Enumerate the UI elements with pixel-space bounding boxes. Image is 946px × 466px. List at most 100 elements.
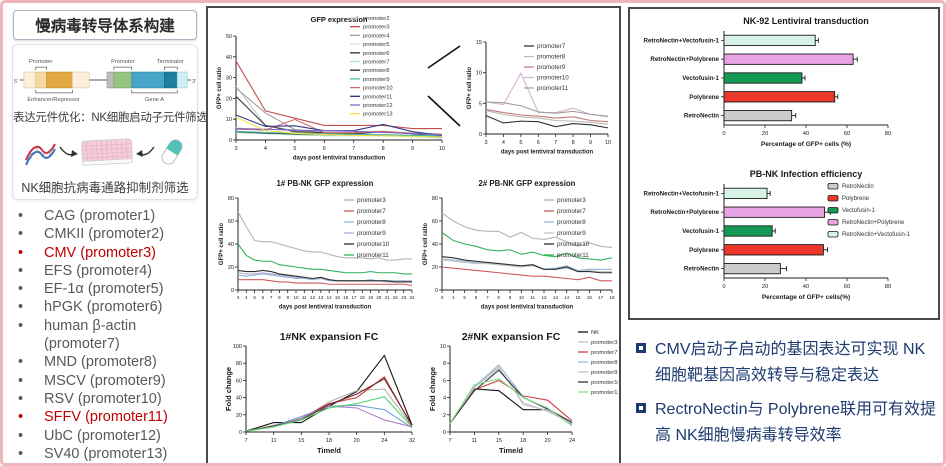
svg-text:20: 20 xyxy=(762,284,768,290)
svg-text:10: 10 xyxy=(605,140,611,146)
svg-text:80: 80 xyxy=(228,196,234,202)
promoter-list-item: • EF-1α (promoter5) xyxy=(18,281,164,298)
svg-text:RetroNectin+Vectofusin-1: RetroNectin+Vectofusin-1 xyxy=(644,190,720,197)
svg-text:80: 80 xyxy=(885,131,891,137)
conclusion-text: CMV启动子启动的基因表达可实现 NK细胞靶基因高效转导与稳定表达 xyxy=(655,341,926,384)
svg-text:24: 24 xyxy=(381,438,387,444)
curved-arrow-icon xyxy=(136,146,155,157)
svg-text:promoter8: promoter8 xyxy=(363,68,389,74)
svg-text:20: 20 xyxy=(236,413,242,419)
svg-text:promoter7: promoter7 xyxy=(591,350,617,356)
svg-text:2#NK expansion FC: 2#NK expansion FC xyxy=(462,331,561,343)
pbnk2-gfp-chart: 2# PB-NK GFP expression 0 20 40 60 80 3 4 5 6 7 8 9 1… xyxy=(423,179,615,311)
promoter-list-item: • UbC (promoter12) xyxy=(18,427,161,444)
promoter-list-item: • hPGK (promoter6) xyxy=(18,299,163,316)
svg-text:18: 18 xyxy=(360,295,366,300)
svg-text:20: 20 xyxy=(376,295,382,300)
promoter2-segment xyxy=(113,71,133,89)
svg-text:5: 5 xyxy=(479,101,482,107)
square-bullet-icon xyxy=(636,403,646,414)
zoom-connector-lines xyxy=(427,45,461,127)
svg-text:40: 40 xyxy=(432,242,438,248)
svg-text:2# PB-NK GFP expression: 2# PB-NK GFP expression xyxy=(479,179,576,188)
svg-text:15: 15 xyxy=(476,40,482,46)
svg-text:Polybrene: Polybrene xyxy=(689,94,719,101)
svg-text:13: 13 xyxy=(318,295,324,300)
svg-text:promoter10: promoter10 xyxy=(363,86,393,92)
promoter-list-item: • human β-actin (promoter7) xyxy=(18,317,137,353)
vector-construct-card: 5' 3' Promoter Promoter Terminato xyxy=(12,44,208,200)
svg-text:6: 6 xyxy=(443,378,446,384)
svg-text:0: 0 xyxy=(479,132,482,138)
promoter-list-item: • SFFV (promoter11) xyxy=(18,409,168,426)
svg-text:30: 30 xyxy=(226,76,232,82)
promoter-list-item: • CAG (promoter1) xyxy=(18,208,156,224)
bar-charts-box: NK-92 Lentiviral transduction 0 20 40 60 80 Pe… xyxy=(628,7,940,320)
svg-text:10: 10 xyxy=(226,117,232,123)
svg-text:promoter3: promoter3 xyxy=(591,340,617,346)
vector-segment xyxy=(106,71,115,89)
svg-text:Fold change: Fold change xyxy=(224,367,233,411)
svg-text:100: 100 xyxy=(233,344,242,350)
svg-text:promoter8: promoter8 xyxy=(557,219,586,226)
svg-text:promoter6: promoter6 xyxy=(363,51,389,57)
svg-text:4: 4 xyxy=(264,146,267,152)
gfp-expression-chart: GFP expression 0 10 20 30 40 50 3 4 5 6 7 8 9 10 days p… xyxy=(217,15,445,162)
svg-text:days post lentiviral transduct: days post lentiviral transduction xyxy=(501,150,594,156)
vector-segment xyxy=(72,71,90,89)
svg-text:3: 3 xyxy=(484,140,487,146)
svg-text:20: 20 xyxy=(432,265,438,271)
enhancer-label: Enhancer/Repressor xyxy=(27,97,80,103)
svg-text:promoter7: promoter7 xyxy=(357,208,386,215)
svg-text:0: 0 xyxy=(239,430,242,436)
nk1-expansion-chart: 1#NK expansion FC 0 20 40 60 80 100 7 11 15 18 20 24… xyxy=(224,331,415,455)
svg-text:0: 0 xyxy=(231,288,234,294)
svg-text:14: 14 xyxy=(327,295,333,300)
svg-text:0: 0 xyxy=(722,131,725,137)
svg-text:40: 40 xyxy=(228,242,234,248)
svg-text:promoter11: promoter11 xyxy=(537,85,569,92)
svg-text:10: 10 xyxy=(439,146,445,152)
right-panel: NK-92 Lentiviral transduction 0 20 40 60 80 Pe… xyxy=(625,3,943,463)
svg-text:0: 0 xyxy=(443,430,446,436)
pbnk-infection-chart: PB-NK Infection efficiency 0 20 40 60 80 Perce… xyxy=(644,169,911,301)
svg-text:promoter4: promoter4 xyxy=(363,33,390,39)
svg-text:promoter10: promoter10 xyxy=(591,380,618,386)
curved-arrow-icon xyxy=(59,146,78,157)
svg-text:promoter9: promoter9 xyxy=(557,230,586,237)
svg-text:24: 24 xyxy=(569,438,575,444)
svg-text:18: 18 xyxy=(609,295,615,300)
three-prime-label: 3' xyxy=(192,79,196,85)
svg-text:1# PB-NK GFP expression: 1# PB-NK GFP expression xyxy=(277,179,374,188)
svg-text:NK: NK xyxy=(591,330,599,336)
vector-segment xyxy=(176,71,188,89)
svg-text:4: 4 xyxy=(452,295,455,300)
svg-text:8: 8 xyxy=(497,295,500,300)
svg-text:17: 17 xyxy=(351,295,357,300)
svg-text:80: 80 xyxy=(236,361,242,367)
svg-text:promoter11: promoter11 xyxy=(591,390,618,396)
svg-text:11: 11 xyxy=(530,295,535,300)
gfp-expression-inset-chart: 0 5 10 15 3 4 5 6 7 8 9 10 days post lentiviral tran… xyxy=(467,40,611,156)
svg-text:promoter7: promoter7 xyxy=(537,43,566,50)
svg-text:15: 15 xyxy=(298,438,304,444)
svg-text:4: 4 xyxy=(245,295,248,300)
svg-text:32: 32 xyxy=(409,438,415,444)
svg-text:promoter12: promoter12 xyxy=(363,103,393,109)
promoter-list-item: • CMV (promoter3) xyxy=(18,244,156,261)
svg-text:24: 24 xyxy=(409,295,415,300)
svg-text:promoter9: promoter9 xyxy=(537,64,566,71)
square-bullet-icon xyxy=(636,343,646,353)
conclusion-bullet: CMV启动子启动的基因表达可实现 NK细胞靶基因高效转导与稳定表达 xyxy=(636,337,936,388)
svg-text:8: 8 xyxy=(572,140,575,146)
svg-text:20: 20 xyxy=(545,438,551,444)
svg-text:5: 5 xyxy=(519,140,522,146)
svg-text:promoter8: promoter8 xyxy=(357,219,386,226)
svg-text:5: 5 xyxy=(463,295,466,300)
vector-segment xyxy=(23,71,37,89)
svg-text:60: 60 xyxy=(228,219,234,225)
svg-text:PB-NK Infection efficiency: PB-NK Infection efficiency xyxy=(750,169,863,179)
